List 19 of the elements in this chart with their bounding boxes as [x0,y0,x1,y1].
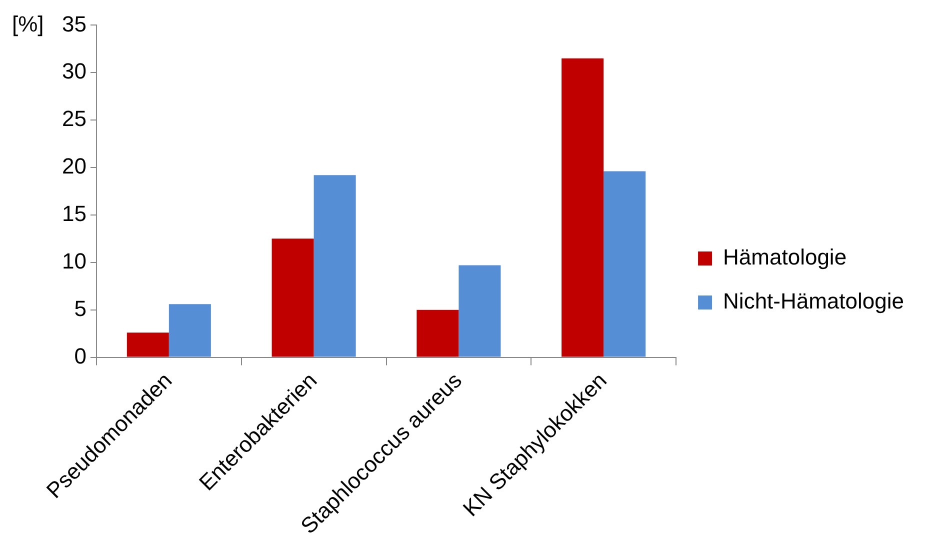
legend-label: Nicht-Hämatologie [723,288,904,314]
bar [416,310,459,357]
y-tick-label: 35 [62,11,86,36]
y-tick-label: 20 [62,154,86,179]
bar [168,304,211,357]
bar [272,238,314,357]
y-tick-label: 25 [62,106,86,132]
legend-label: Hämatologie [723,244,847,270]
y-tick-label: 15 [62,201,86,226]
y-tick-label: 0 [74,343,86,368]
y-axis-title: [%] [12,11,44,36]
bar [562,58,604,357]
bar [314,175,356,357]
y-tick-label: 10 [62,248,86,274]
bar [458,265,501,357]
bar [604,171,646,357]
y-tick-label: 5 [74,296,86,321]
y-tick-label: 30 [62,58,86,84]
bar [126,332,169,357]
